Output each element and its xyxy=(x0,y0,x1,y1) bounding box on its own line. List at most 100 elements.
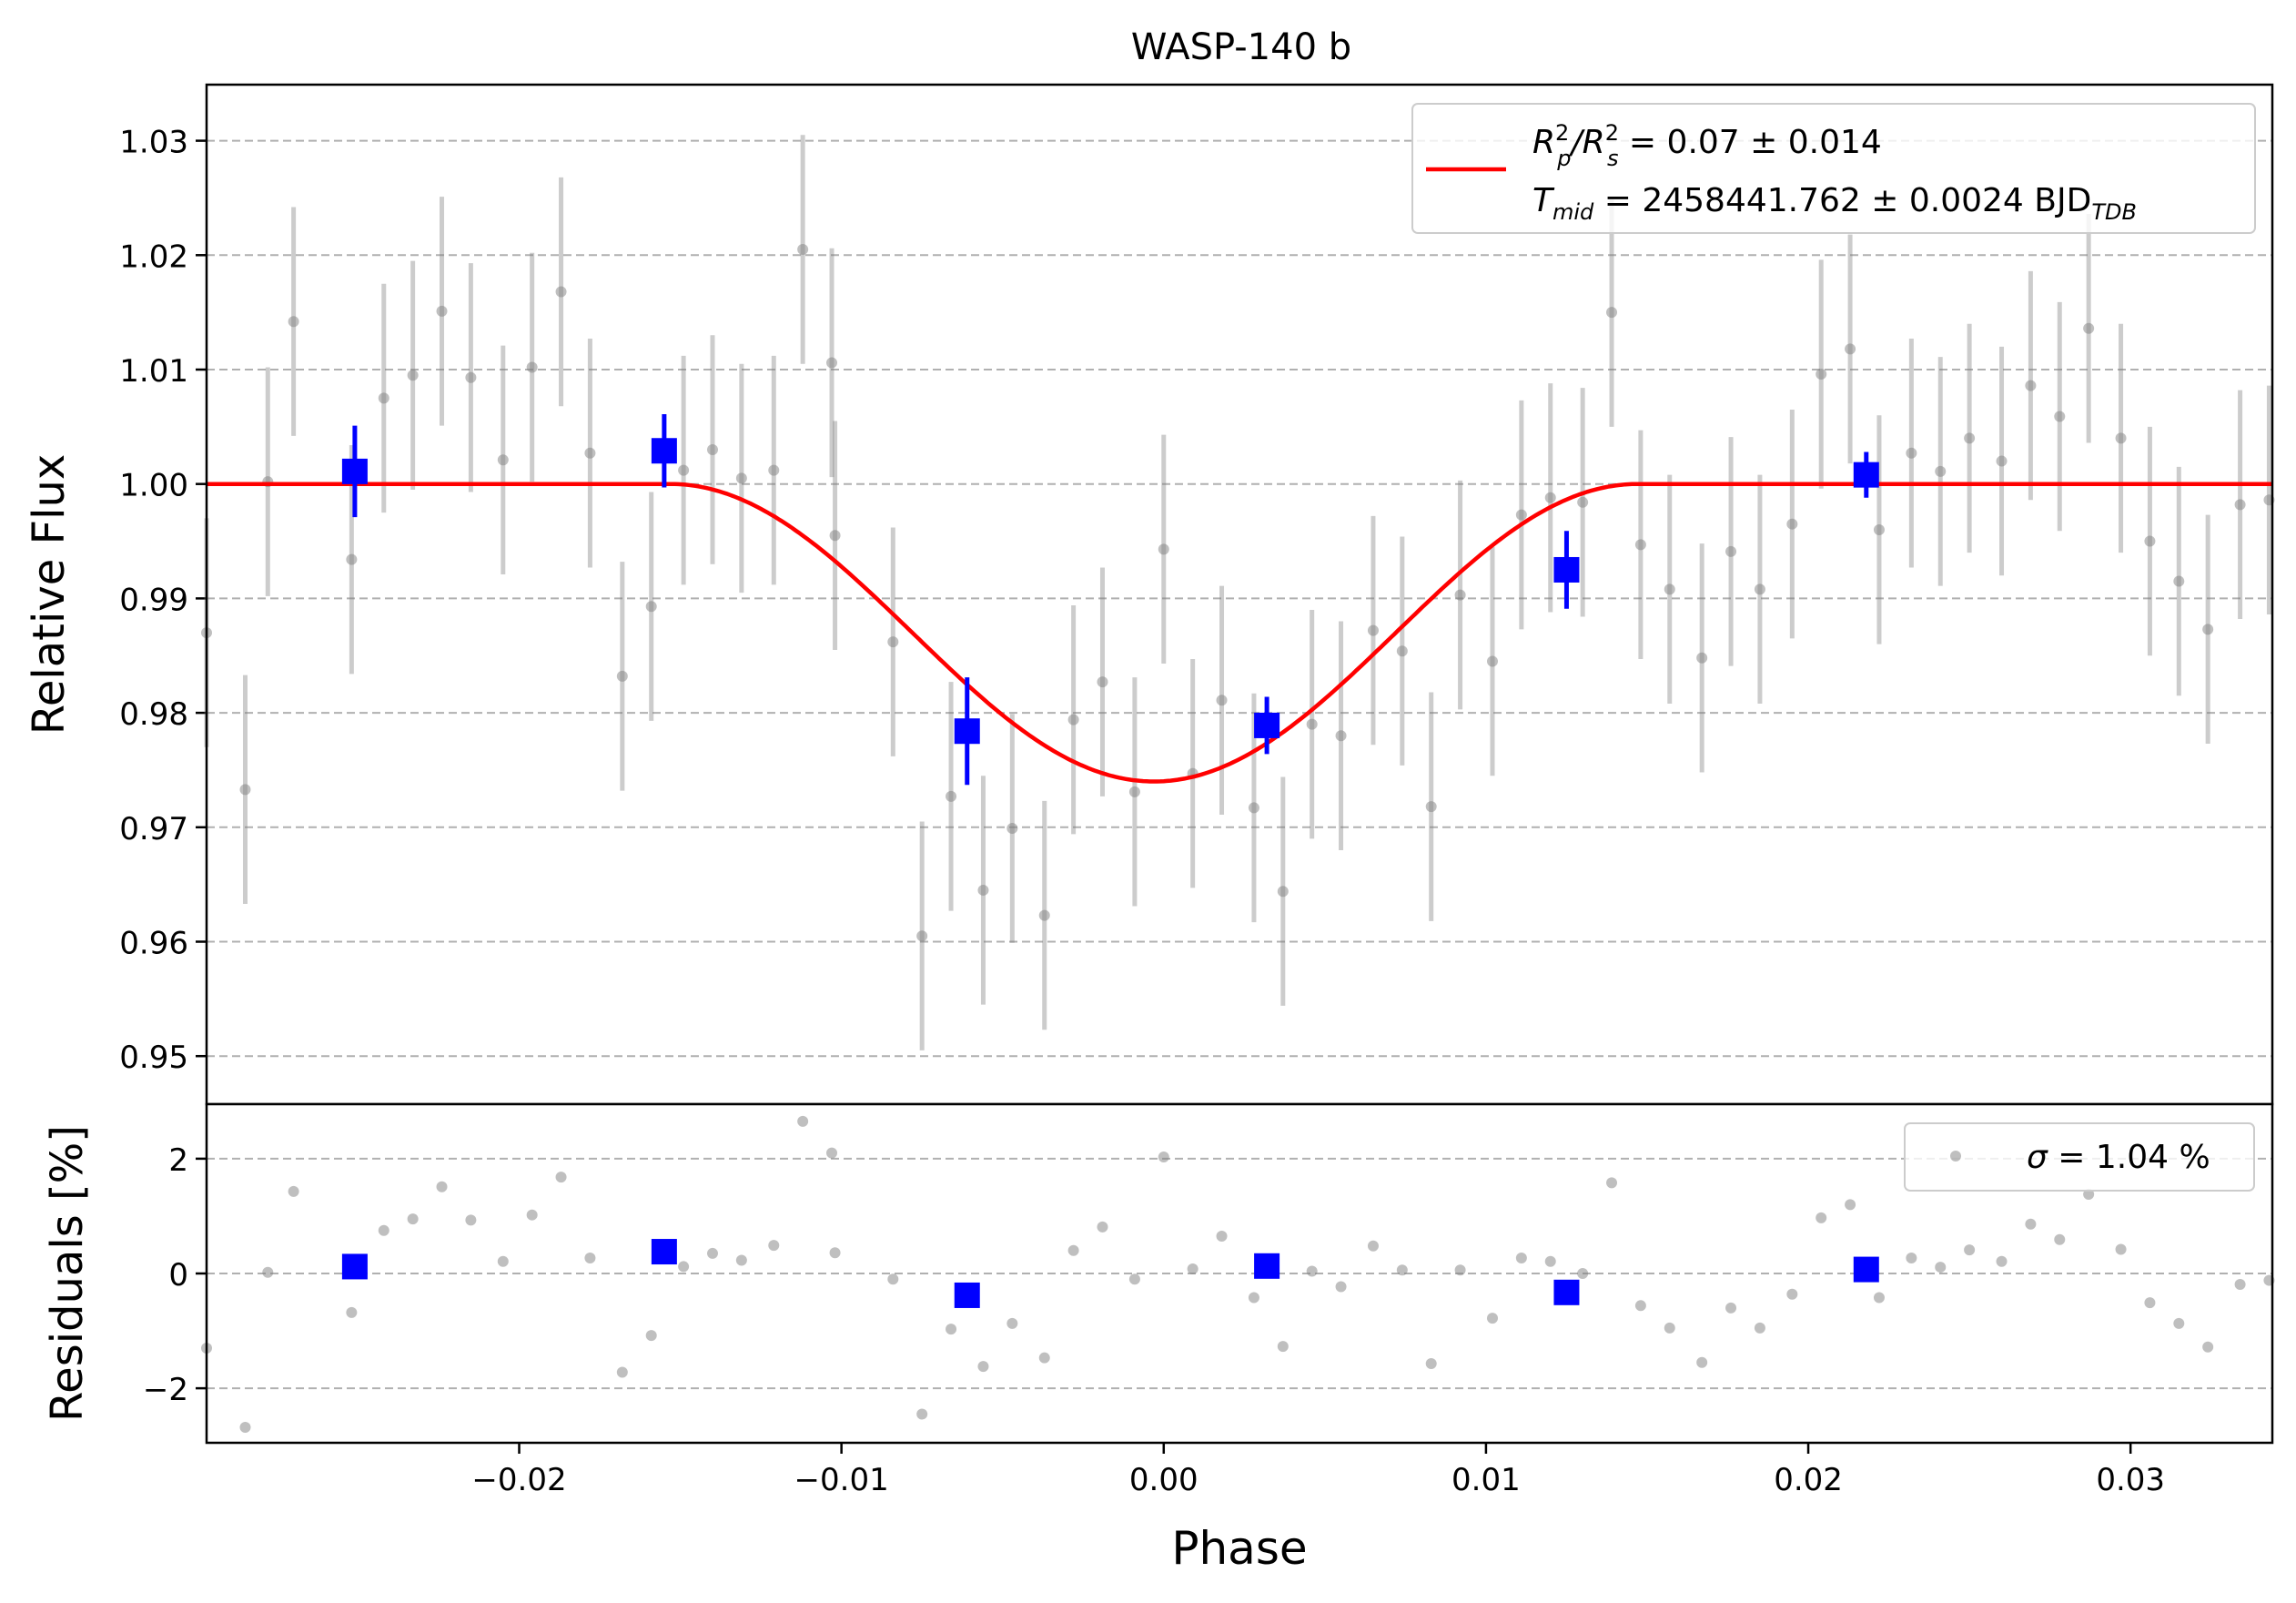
flux-raw-point xyxy=(555,286,567,298)
x-tick-label: 0.00 xyxy=(1129,1462,1199,1498)
residuals-raw-point xyxy=(1306,1265,1318,1277)
flux-y-tick-label: 0.97 xyxy=(119,811,188,847)
flux-raw-point xyxy=(1335,730,1347,742)
flux-raw-point xyxy=(497,454,509,466)
flux-raw-point xyxy=(1786,518,1798,530)
flux-raw-point xyxy=(977,884,989,896)
flux-raw-point xyxy=(826,357,838,369)
flux-raw-point xyxy=(2173,575,2185,587)
flux-raw-point xyxy=(1277,886,1289,898)
flux-raw-point xyxy=(797,244,809,256)
residuals-binned-point xyxy=(341,1253,368,1280)
residuals-raw-point xyxy=(1816,1212,1827,1223)
residuals-raw-point xyxy=(1158,1152,1169,1163)
residuals-raw-point xyxy=(1335,1281,1347,1293)
chart-title: WASP-140 b xyxy=(1131,26,1351,68)
flux-binned-point xyxy=(1254,712,1280,738)
flux-raw-point xyxy=(1577,496,1589,508)
residuals-raw-point xyxy=(407,1213,419,1225)
residuals-raw-point xyxy=(1845,1199,1856,1211)
flux-raw-point xyxy=(1544,492,1556,503)
flux-binned-point xyxy=(651,438,677,464)
flux-raw-point xyxy=(1935,465,1947,477)
residuals-raw-point xyxy=(1367,1240,1379,1252)
residuals-raw-point xyxy=(346,1306,358,1318)
residuals-raw-point xyxy=(1577,1268,1589,1279)
residuals-binned-point xyxy=(1553,1279,1580,1305)
flux-raw-point xyxy=(887,636,899,648)
x-tick-label: 0.01 xyxy=(1451,1462,1521,1498)
flux-y-tick-label: 0.99 xyxy=(119,582,188,618)
residuals-y-axis-label: Residuals [%] xyxy=(42,1125,93,1422)
flux-raw-point xyxy=(1396,645,1408,657)
residuals-y-tick-label: 2 xyxy=(168,1142,188,1179)
flux-raw-point xyxy=(346,553,358,565)
residuals-raw-point xyxy=(378,1224,389,1236)
flux-raw-point xyxy=(2234,499,2246,511)
flux-raw-point xyxy=(1754,583,1765,595)
legend-sigma: σ = 1.04 % xyxy=(2027,1139,2210,1176)
residuals-raw-point xyxy=(1187,1263,1199,1274)
residuals-raw-point xyxy=(1696,1356,1708,1368)
residuals-raw-point xyxy=(1006,1317,1018,1329)
flux-raw-point xyxy=(436,305,448,317)
flux-y-tick-label: 0.95 xyxy=(119,1040,188,1076)
residuals-raw-point xyxy=(1996,1255,2008,1267)
flux-raw-point xyxy=(1515,509,1527,521)
residuals-legend-marker xyxy=(1950,1151,1961,1162)
flux-panel-bg xyxy=(207,85,2272,1104)
residuals-raw-point xyxy=(1067,1244,1079,1256)
flux-raw-point xyxy=(288,316,299,328)
residuals-legend-box xyxy=(1904,1122,2255,1192)
flux-raw-point xyxy=(1906,447,1917,459)
flux-y-tick-label: 1.02 xyxy=(119,238,188,275)
flux-binned-point xyxy=(1853,462,1879,488)
flux-raw-point xyxy=(378,392,389,404)
flux-y-tick-label: 0.98 xyxy=(119,696,188,733)
residuals-panel-frame xyxy=(205,1102,2274,1445)
residuals-raw-point xyxy=(1515,1252,1527,1263)
flux-raw-point xyxy=(706,443,718,455)
flux-raw-point xyxy=(1158,543,1169,555)
residuals-y-tick-label: 0 xyxy=(168,1257,188,1294)
residuals-raw-point xyxy=(826,1147,838,1159)
flux-raw-point xyxy=(1038,909,1050,921)
residuals-raw-point xyxy=(2234,1278,2246,1290)
flux-binned-point xyxy=(341,458,368,484)
residuals-y-tick-label: −2 xyxy=(143,1372,188,1408)
residuals-raw-point xyxy=(497,1255,509,1267)
residuals-raw-point xyxy=(1544,1255,1556,1267)
flux-raw-point xyxy=(916,930,928,942)
flux-y-tick-label: 0.96 xyxy=(119,926,188,962)
flux-raw-point xyxy=(1964,432,1976,444)
residuals-raw-point xyxy=(829,1247,841,1259)
flux-y-tick-label: 1.03 xyxy=(119,125,188,161)
residuals-raw-point xyxy=(645,1330,657,1342)
flux-y-tick-label: 1.00 xyxy=(119,468,188,504)
flux-raw-point xyxy=(1696,652,1708,664)
flux-raw-point xyxy=(1248,802,1259,814)
residuals-raw-point xyxy=(2202,1341,2214,1353)
residuals-raw-point xyxy=(465,1214,477,1226)
flux-raw-point xyxy=(1845,343,1856,355)
residuals-raw-point xyxy=(288,1185,299,1197)
residuals-raw-point xyxy=(2173,1317,2185,1329)
flux-raw-point xyxy=(2202,624,2214,635)
flux-raw-point xyxy=(1097,676,1108,688)
flux-raw-point xyxy=(1873,523,1885,535)
flux-panel: 0.95 0.96 0.97 0.98 0.99 1.00 1.01 1.02 1.03 R2 p… xyxy=(24,83,2275,1106)
residuals-y-ticks: −2 0 2 xyxy=(143,1142,207,1408)
x-axis-ticks: −0.02 −0.01 0.00 0.01 0.02 0.03 xyxy=(471,1443,2165,1498)
residuals-raw-point xyxy=(1964,1244,1976,1256)
residuals-raw-point xyxy=(735,1254,747,1266)
flux-raw-point xyxy=(1996,455,2008,467)
residuals-binned-point xyxy=(1853,1256,1879,1283)
flux-raw-point xyxy=(1634,539,1646,551)
residuals-raw-point xyxy=(977,1361,989,1373)
residuals-raw-point xyxy=(1248,1292,1259,1304)
residuals-raw-point xyxy=(555,1172,567,1183)
flux-raw-point xyxy=(584,447,596,459)
x-tick-label: −0.01 xyxy=(794,1462,889,1498)
residuals-raw-point xyxy=(706,1247,718,1259)
